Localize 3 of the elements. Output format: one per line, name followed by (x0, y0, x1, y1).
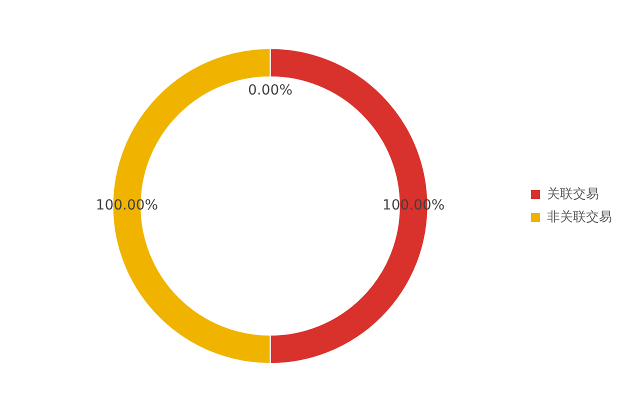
legend-label: 非关联交易 (547, 208, 612, 225)
legend-label: 关联交易 (547, 186, 599, 202)
text: 0.00% (248, 82, 292, 98)
